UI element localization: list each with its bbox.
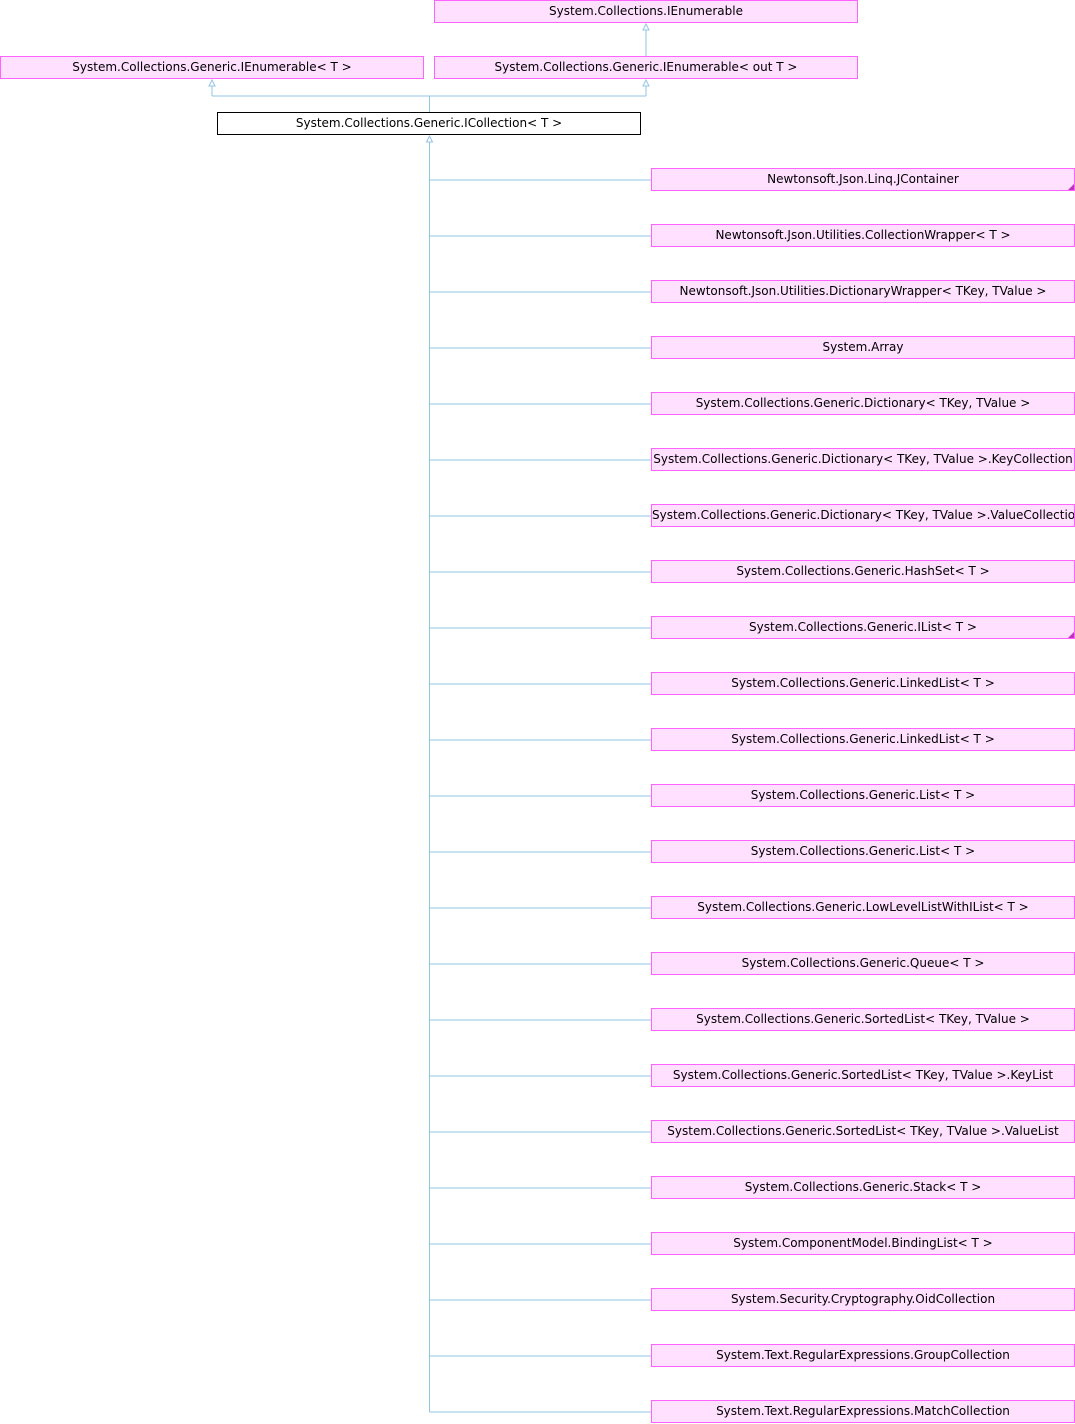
node-derived-3[interactable]: System.Array	[651, 336, 1075, 359]
node-derived-17[interactable]: System.Collections.Generic.SortedList< T…	[651, 1120, 1075, 1143]
node-derived-6[interactable]: System.Collections.Generic.Dictionary< T…	[651, 504, 1075, 527]
more-subclasses-indicator	[1068, 632, 1074, 638]
node-derived-14[interactable]: System.Collections.Generic.Queue< T >	[651, 952, 1075, 975]
node-derived-19[interactable]: System.ComponentModel.BindingList< T >	[651, 1232, 1075, 1255]
arrowhead-icollection	[425, 134, 434, 143]
arrowhead-ienumerable	[642, 22, 650, 31]
node-system-collections-ienumerable[interactable]: System.Collections.IEnumerable	[434, 0, 858, 23]
node-derived-0[interactable]: Newtonsoft.Json.Linq.JContainer	[651, 168, 1075, 191]
node-derived-7[interactable]: System.Collections.Generic.HashSet< T >	[651, 560, 1075, 583]
node-derived-8[interactable]: System.Collections.Generic.IList< T >	[651, 616, 1075, 639]
node-derived-11[interactable]: System.Collections.Generic.List< T >	[651, 784, 1075, 807]
node-derived-4[interactable]: System.Collections.Generic.Dictionary< T…	[651, 392, 1075, 415]
node-derived-12[interactable]: System.Collections.Generic.List< T >	[651, 840, 1075, 863]
node-derived-16[interactable]: System.Collections.Generic.SortedList< T…	[651, 1064, 1075, 1087]
node-generic-ienumerable-t[interactable]: System.Collections.Generic.IEnumerable< …	[0, 56, 424, 79]
node-derived-15[interactable]: System.Collections.Generic.SortedList< T…	[651, 1008, 1075, 1031]
arrowhead-ienumerable-t	[208, 78, 216, 87]
node-derived-20[interactable]: System.Security.Cryptography.OidCollecti…	[651, 1288, 1075, 1311]
arrowhead-ienumerable-out-t	[642, 78, 650, 87]
node-generic-ienumerable-out-t[interactable]: System.Collections.Generic.IEnumerable< …	[434, 56, 858, 79]
node-derived-18[interactable]: System.Collections.Generic.Stack< T >	[651, 1176, 1075, 1199]
node-derived-21[interactable]: System.Text.RegularExpressions.GroupColl…	[651, 1344, 1075, 1367]
node-derived-2[interactable]: Newtonsoft.Json.Utilities.DictionaryWrap…	[651, 280, 1075, 303]
node-derived-9[interactable]: System.Collections.Generic.LinkedList< T…	[651, 672, 1075, 695]
node-derived-13[interactable]: System.Collections.Generic.LowLevelListW…	[651, 896, 1075, 919]
node-derived-5[interactable]: System.Collections.Generic.Dictionary< T…	[651, 448, 1075, 471]
node-current-icollection-t: System.Collections.Generic.ICollection< …	[217, 112, 641, 135]
node-derived-22[interactable]: System.Text.RegularExpressions.MatchColl…	[651, 1400, 1075, 1423]
node-derived-1[interactable]: Newtonsoft.Json.Utilities.CollectionWrap…	[651, 224, 1075, 247]
node-derived-10[interactable]: System.Collections.Generic.LinkedList< T…	[651, 728, 1075, 751]
more-subclasses-indicator	[1068, 184, 1074, 190]
